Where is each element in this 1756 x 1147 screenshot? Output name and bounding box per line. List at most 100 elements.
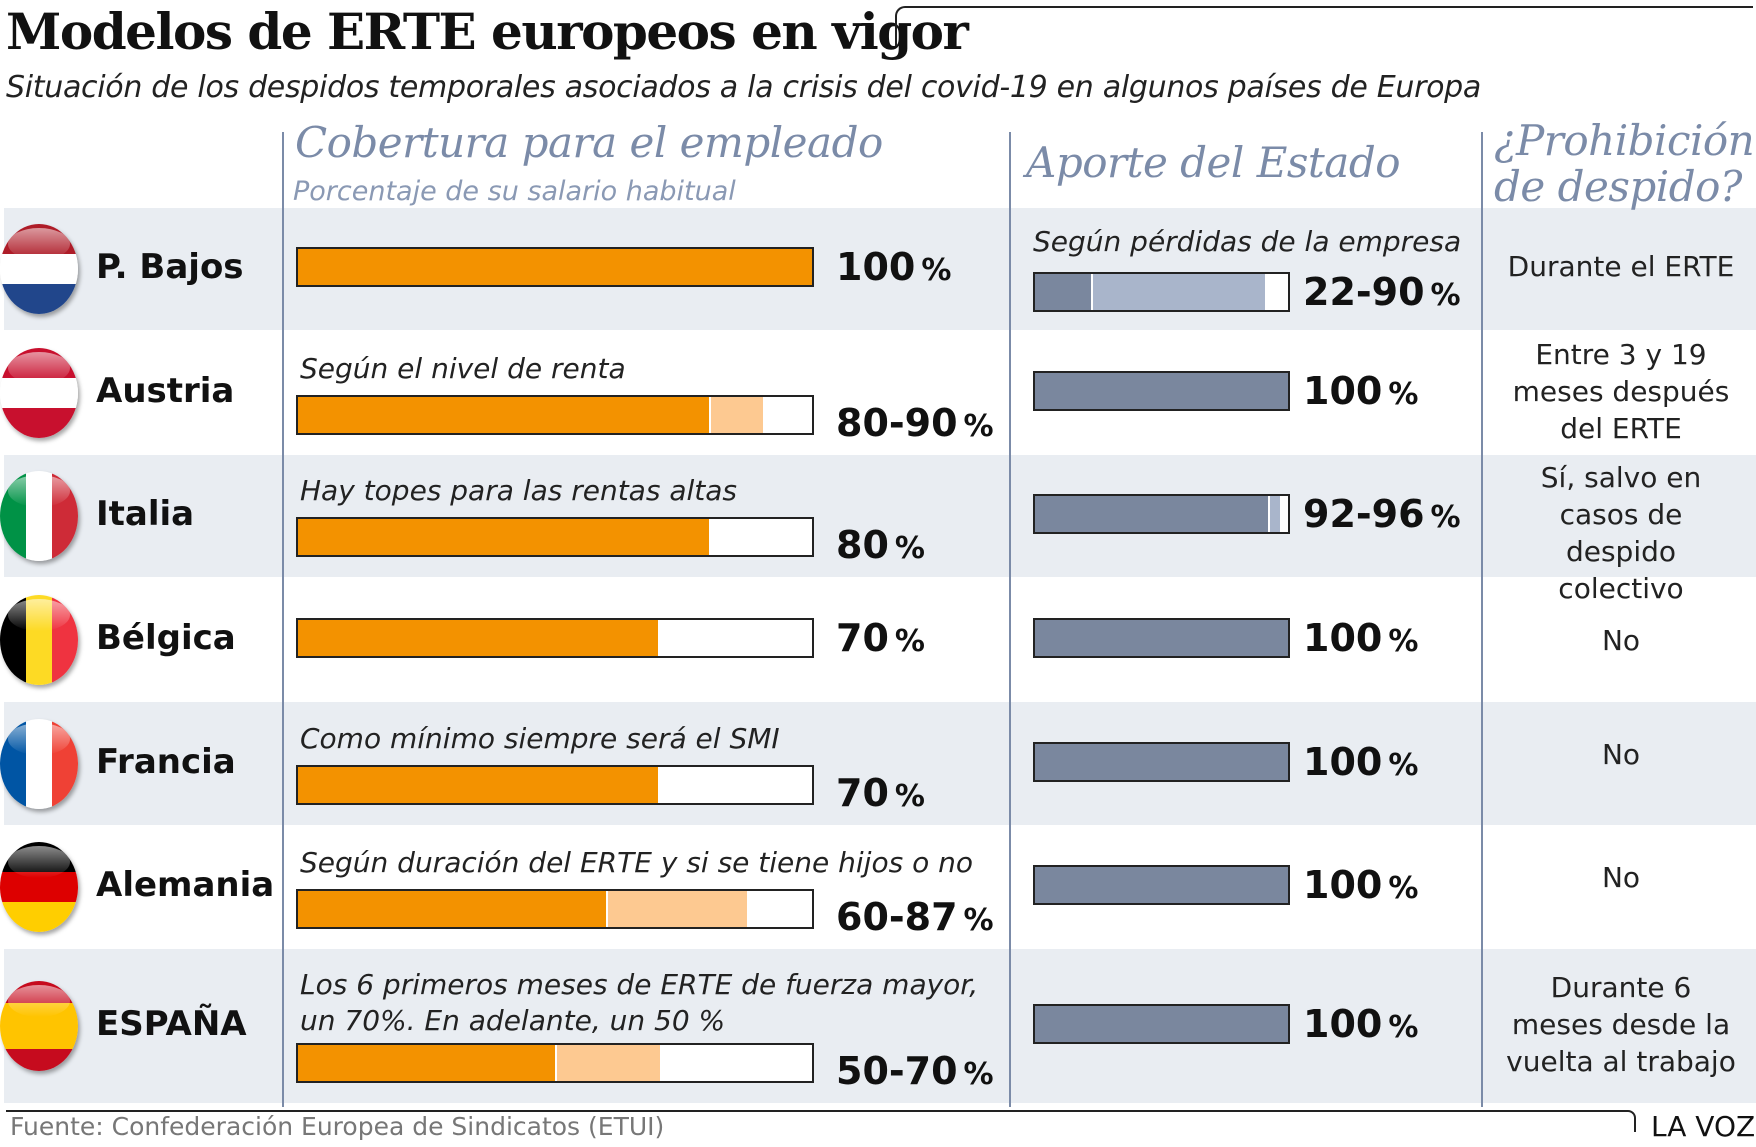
country-label: Italia <box>96 494 195 534</box>
state-value-label: 100% <box>1303 369 1418 413</box>
austria-flag-icon <box>0 348 78 438</box>
value-number: 22-90 <box>1303 270 1425 314</box>
flag-gloss <box>8 985 70 1017</box>
coverage-bar-min <box>298 519 709 555</box>
coverage-bar-frame <box>296 247 814 287</box>
state-value-label: 100% <box>1303 863 1418 907</box>
state-bar-range <box>1268 496 1280 532</box>
coverage-bar-min <box>298 397 709 433</box>
country-label: Alemania <box>96 865 275 905</box>
value-number: 80 <box>836 523 889 567</box>
coverage-value-label: 60-87% <box>836 895 994 939</box>
state-bar-frame <box>1033 742 1290 782</box>
state-value-label: 22-90% <box>1303 270 1461 314</box>
state-bar-min <box>1035 496 1268 532</box>
value-unit: % <box>1388 377 1419 412</box>
coverage-bar-range <box>555 1045 660 1081</box>
column-divider <box>1481 132 1483 1107</box>
chart-subtitle: Situación de los despidos temporales aso… <box>6 70 1482 105</box>
coverage-value-label: 70% <box>836 616 925 660</box>
coverage-value-label: 70% <box>836 771 925 815</box>
chart-title: Modelos de ERTE europeos en vigor <box>6 2 969 61</box>
value-number: 100 <box>1303 616 1383 660</box>
value-unit: % <box>894 624 925 659</box>
value-unit: % <box>894 779 925 814</box>
coverage-bar-min <box>298 891 606 927</box>
state-bar-min <box>1035 373 1288 409</box>
value-unit: % <box>1388 624 1419 659</box>
value-number: 100 <box>1303 863 1383 907</box>
coverage-bar-min <box>298 620 658 656</box>
coverage-bar-min <box>298 249 812 285</box>
germany-flag-icon <box>0 842 78 932</box>
state-bar-frame <box>1033 1004 1290 1044</box>
value-unit: % <box>1388 748 1419 783</box>
coverage-note: Según el nivel de renta <box>300 352 626 385</box>
coverage-value-label: 80-90% <box>836 401 994 445</box>
coverage-value-label: 50-70% <box>836 1049 994 1093</box>
value-unit: % <box>963 1057 994 1092</box>
state-bar-min <box>1035 744 1288 780</box>
coverage-note: Como mínimo siempre será el SMI <box>300 722 780 755</box>
coverage-column-header: Cobertura para el empleado <box>295 118 883 167</box>
value-unit: % <box>1388 871 1419 906</box>
value-number: 70 <box>836 616 889 660</box>
state-bar-frame <box>1033 272 1290 312</box>
coverage-note: Hay topes para las rentas altas <box>300 474 737 507</box>
state-note: Según pérdidas de la empresa <box>1033 225 1462 258</box>
state-bar-frame <box>1033 494 1290 534</box>
france-flag-icon <box>0 719 78 809</box>
coverage-value-label: 80% <box>836 523 925 567</box>
spain-flag-icon <box>0 981 78 1071</box>
value-number: 60-87 <box>836 895 958 939</box>
ban-text: No <box>1601 624 1641 657</box>
value-unit: % <box>1430 278 1461 313</box>
flag-gloss <box>8 228 70 260</box>
country-label: P. Bajos <box>96 247 244 287</box>
value-number: 100 <box>1303 740 1383 784</box>
coverage-column-subheader: Porcentaje de su salario habitual <box>293 176 736 207</box>
publisher-brand: LA VOZ <box>1651 1110 1756 1143</box>
ban-text: No <box>1601 738 1641 771</box>
coverage-bar-frame <box>296 618 814 658</box>
column-divider <box>282 132 284 1107</box>
value-unit: % <box>963 409 994 444</box>
state-bar-min <box>1035 620 1288 656</box>
country-label: Austria <box>96 371 235 411</box>
footer-rule <box>6 1110 1636 1132</box>
value-number: 80-90 <box>836 401 958 445</box>
state-bar-frame <box>1033 618 1290 658</box>
ban-text: Durante 6 meses desde la vuelta al traba… <box>1506 971 1736 1078</box>
country-label: Bélgica <box>96 618 236 658</box>
state-value-label: 92-96% <box>1303 492 1461 536</box>
state-value-label: 100% <box>1303 1002 1418 1046</box>
ban-header-line1: ¿Prohibición <box>1494 116 1755 165</box>
state-bar-min <box>1035 1006 1288 1042</box>
country-label: Francia <box>96 742 236 782</box>
value-number: 50-70 <box>836 1049 958 1093</box>
state-value-label: 100% <box>1303 740 1418 784</box>
ban-text: Sí, salvo en casos de despido colectivo <box>1540 461 1702 605</box>
ban-column-header: ¿Prohibición de despido? <box>1494 116 1755 210</box>
coverage-bar-frame <box>296 1043 814 1083</box>
flag-gloss <box>8 475 70 507</box>
coverage-bar-min <box>298 767 658 803</box>
state-value-label: 100% <box>1303 616 1418 660</box>
coverage-value-label: 100% <box>836 245 951 289</box>
source-note: Fuente: Confederación Europea de Sindica… <box>10 1112 665 1141</box>
title-rule <box>895 6 1753 46</box>
coverage-bar-range <box>606 891 747 927</box>
coverage-bar-frame <box>296 395 814 435</box>
coverage-note: Los 6 primeros meses de ERTE de fuerza m… <box>300 968 979 1037</box>
coverage-bar-frame <box>296 517 814 557</box>
ban-text: No <box>1601 861 1641 894</box>
state-bar-frame <box>1033 865 1290 905</box>
coverage-bar-range <box>709 397 763 433</box>
value-number: 100 <box>836 245 916 289</box>
state-bar-range <box>1091 274 1265 310</box>
value-number: 100 <box>1303 369 1383 413</box>
coverage-bar-frame <box>296 765 814 805</box>
value-unit: % <box>894 531 925 566</box>
netherlands-flag-icon <box>0 224 78 314</box>
value-number: 92-96 <box>1303 492 1425 536</box>
